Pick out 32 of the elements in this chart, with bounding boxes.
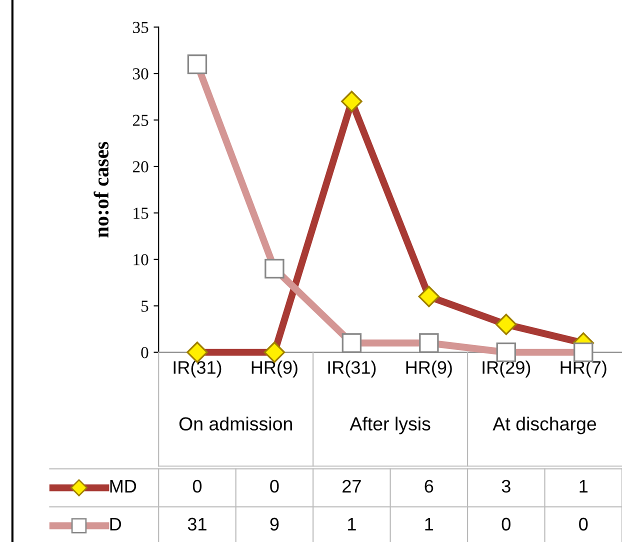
text: On admission	[179, 416, 292, 431]
y-tick-label: 20	[132, 161, 148, 172]
x-tick-label: IR(31)	[174, 360, 222, 378]
x-tick-label: IR(31)	[328, 360, 376, 378]
data-label: 0	[192, 480, 202, 493]
data-label: 27	[342, 480, 361, 492]
x-tick-label: HR(9)	[406, 360, 452, 378]
y-tick-label: 30	[133, 68, 148, 80]
y-axis-title: no:of cases	[94, 142, 109, 238]
y-tick-label: 10	[134, 254, 148, 266]
text: After lysis	[350, 416, 430, 434]
data-label: 9	[270, 518, 279, 531]
y-tick-label: 35	[133, 22, 148, 34]
x-tick-label: IR(29)	[482, 360, 530, 378]
x-tick-label: HR(9)	[252, 360, 298, 378]
data-label: 1	[348, 518, 356, 530]
data-label: 1	[580, 480, 588, 492]
data-label: 0	[502, 518, 510, 531]
data-label: 0	[270, 480, 279, 493]
y-tick-label: 25	[132, 114, 148, 126]
y-tick-label: 5	[142, 300, 148, 312]
y-tick-label: 15	[134, 208, 148, 219]
data-label: 1	[425, 518, 434, 530]
data-label: 0	[579, 518, 588, 531]
legend-label: MD	[110, 480, 136, 492]
x-tick-label: HR(7)	[560, 360, 606, 378]
legend-label: D	[110, 518, 122, 530]
text: At discharge	[492, 416, 596, 434]
data-label: 3	[502, 480, 510, 493]
y-tick-label: 0	[141, 347, 148, 358]
data-label: 31	[188, 518, 206, 531]
data-label: 6	[424, 480, 434, 493]
